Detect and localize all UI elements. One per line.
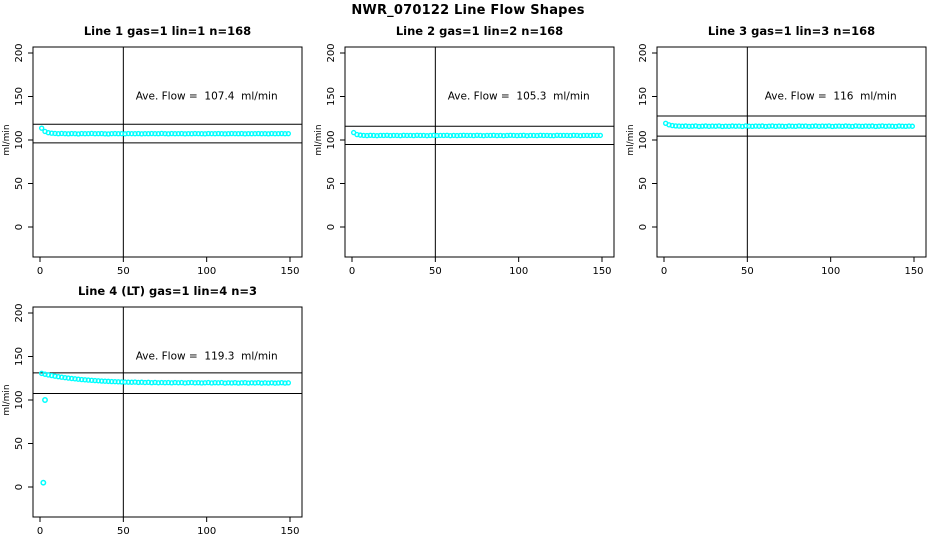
x-tick-label: 0 — [37, 266, 43, 277]
x-tick-label: 100 — [821, 266, 840, 277]
y-tick-label: 0 — [326, 224, 337, 230]
x-tick-label: 150 — [280, 266, 299, 277]
data-point — [285, 130, 292, 137]
y-tick-label: 0 — [14, 224, 25, 230]
subplot-title: Line 2 gas=1 lin=2 n=168 — [396, 24, 563, 38]
x-tick-label: 50 — [117, 526, 130, 537]
subplot-2: Line 2 gas=1 lin=2 n=168 0 50 100 150 200 0 50 1… — [314, 24, 615, 277]
data-point — [597, 132, 604, 139]
ave-flow-annotation: Ave. Flow = 105.3 ml/min — [448, 91, 590, 103]
subplot-title: Line 4 (LT) gas=1 lin=4 n=3 — [78, 284, 257, 298]
x-tick-label: 100 — [509, 266, 528, 277]
y-tick-label: 100 — [638, 130, 649, 149]
y-tick-label: 100 — [14, 130, 25, 149]
y-tick-label: 200 — [14, 43, 25, 62]
y-axis-label: ml/min — [314, 124, 324, 155]
subplot-title: Line 3 gas=1 lin=3 n=168 — [708, 24, 875, 38]
plot-box — [344, 46, 615, 258]
y-tick-label: 200 — [14, 303, 25, 322]
y-tick-label: 50 — [638, 177, 649, 190]
ave-flow-annotation: Ave. Flow = 107.4 ml/min — [136, 91, 278, 103]
y-tick-label: 50 — [14, 437, 25, 450]
y-tick-label: 200 — [326, 43, 337, 62]
subplot-1: Line 1 gas=1 lin=1 n=168 0 50 100 150 200 0 50 1… — [2, 24, 303, 277]
x-tick-label: 0 — [37, 526, 43, 537]
y-tick-label: 150 — [638, 87, 649, 106]
subplot-3: Line 3 gas=1 lin=3 n=168 0 50 100 150 200 0 50 1… — [626, 24, 927, 277]
ave-flow-annotation: Ave. Flow = 116 ml/min — [765, 91, 897, 103]
x-tick-label: 100 — [197, 266, 216, 277]
subplot-4: Line 4 (LT) gas=1 lin=4 n=3 0 50 100 150 200 0… — [2, 284, 303, 537]
x-tick-label: 50 — [741, 266, 754, 277]
x-tick-label: 100 — [197, 526, 216, 537]
y-tick-label: 100 — [326, 130, 337, 149]
data-point — [38, 125, 45, 131]
subplot-title: Line 1 gas=1 lin=1 n=168 — [84, 24, 251, 38]
outlier-data-point — [40, 479, 47, 486]
x-tick-label: 50 — [117, 266, 130, 277]
y-tick-label: 0 — [638, 224, 649, 230]
plot-box — [32, 46, 303, 258]
y-tick-label: 150 — [14, 347, 25, 366]
figure-title: NWR_070122 Line Flow Shapes — [351, 3, 585, 18]
ave-flow-annotation: Ave. Flow = 119.3 ml/min — [136, 351, 278, 363]
y-tick-label: 100 — [14, 390, 25, 409]
y-tick-label: 150 — [14, 87, 25, 106]
y-axis-label: ml/min — [626, 124, 636, 155]
y-tick-label: 200 — [638, 43, 649, 62]
x-tick-label: 0 — [349, 266, 355, 277]
x-tick-label: 150 — [592, 266, 611, 277]
x-tick-label: 150 — [280, 526, 299, 537]
y-axis-label: ml/min — [2, 384, 12, 415]
y-axis-label: ml/min — [2, 124, 12, 155]
y-tick-label: 50 — [14, 177, 25, 190]
data-point — [285, 380, 292, 386]
data-point — [909, 123, 916, 129]
x-tick-label: 0 — [661, 266, 667, 277]
x-tick-label: 50 — [429, 266, 442, 277]
plot-box — [656, 46, 927, 258]
plot-box — [32, 306, 303, 518]
y-tick-label: 0 — [14, 484, 25, 490]
y-tick-label: 150 — [326, 87, 337, 106]
y-tick-label: 50 — [326, 177, 337, 190]
x-tick-label: 150 — [904, 266, 923, 277]
outlier-data-point — [42, 397, 48, 403]
